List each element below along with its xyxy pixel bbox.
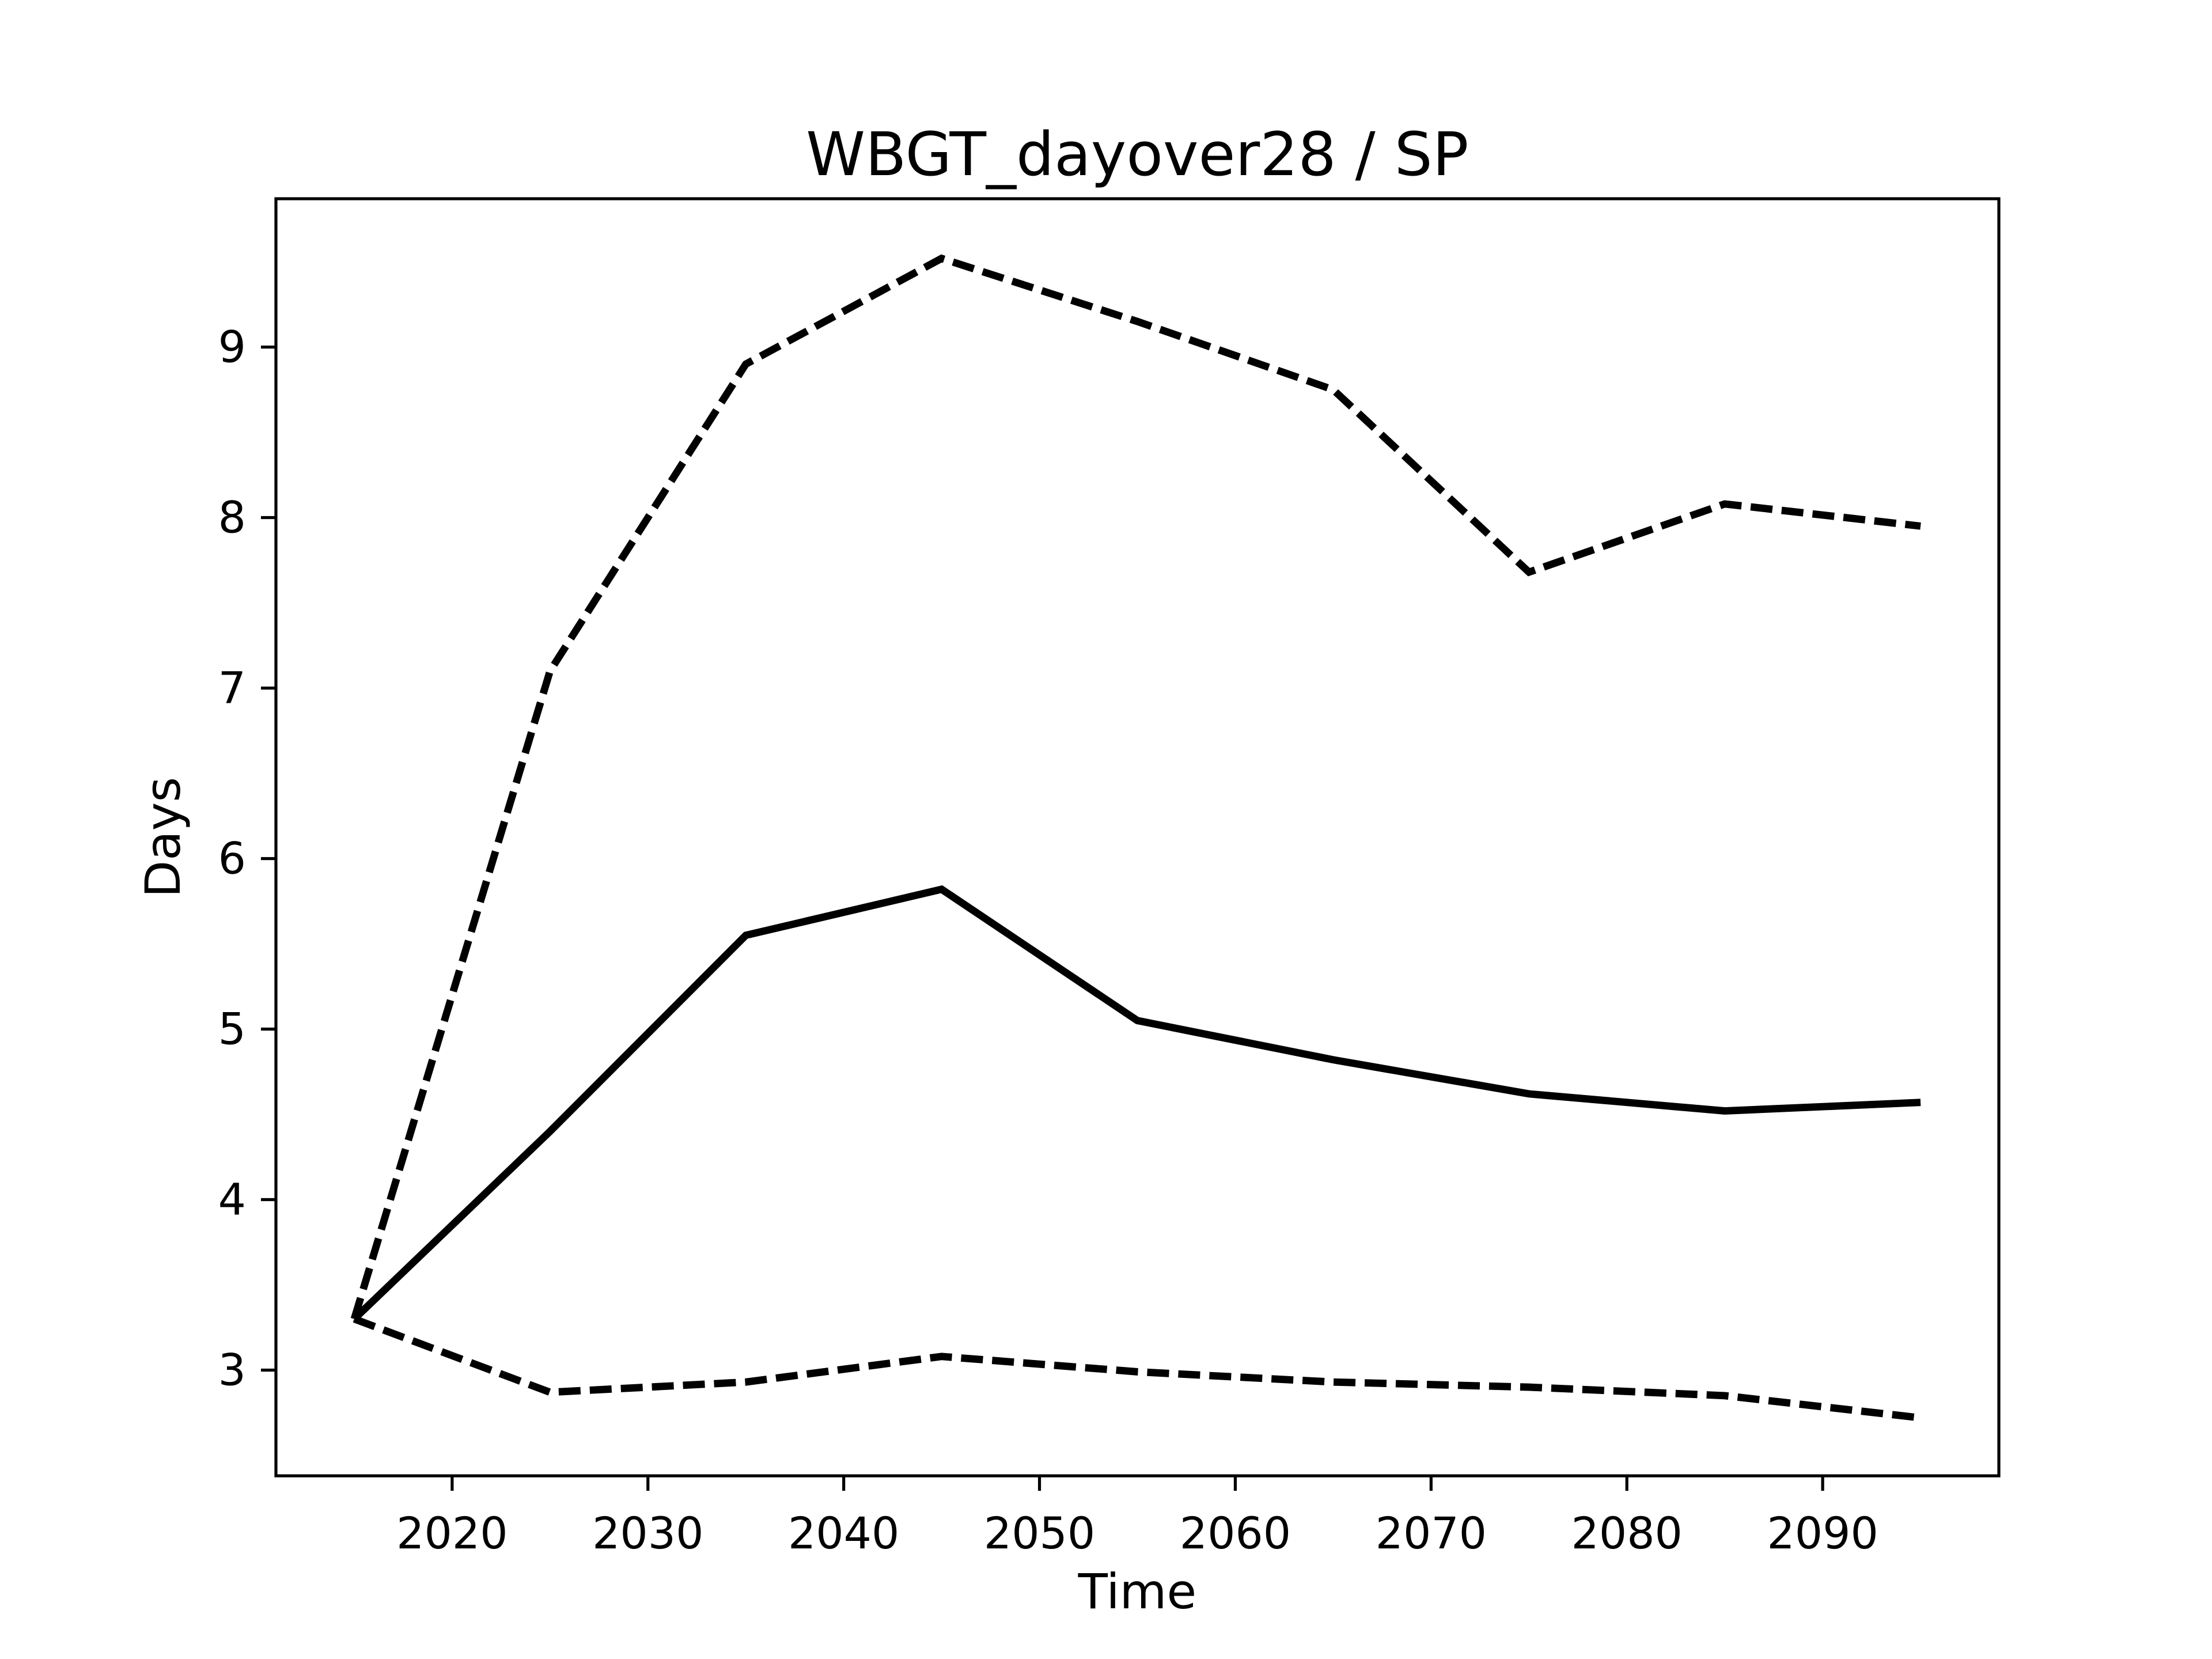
y-tick-label: 4 [218,1173,246,1225]
series-mean-line [351,885,1921,1322]
x-axis-label: Time [1078,1563,1197,1620]
x-tick-label: 2030 [592,1508,703,1559]
series-upper-range-line [350,254,1921,1320]
axes-frame [274,197,2001,1478]
x-tick-label: 2040 [788,1508,899,1559]
x-tick-label: 2090 [1767,1508,1878,1559]
y-tick-label: 7 [218,662,246,714]
y-tick-label: 8 [218,492,246,543]
x-tick-label: 2060 [1180,1508,1291,1559]
x-tick-label: 2070 [1376,1508,1487,1559]
y-tick-label: 9 [218,321,246,373]
y-tick-label: 5 [218,1003,246,1054]
x-tick-label: 2020 [396,1508,507,1559]
y-tick-label: 3 [218,1344,246,1395]
plot-area: 2020 2030 2040 2050 2060 2070 2080 2090 3 4 5 6 7 8 9 [218,197,2001,1559]
chart-title: WBGT_dayover28 / SP [806,119,1468,190]
x-tick-label: 2080 [1571,1508,1683,1559]
series-lower-range-line [353,1315,1921,1422]
y-tick-label: 6 [218,832,246,884]
x-tick-label: 2050 [984,1508,1095,1559]
y-axis-label: Days [135,777,191,898]
